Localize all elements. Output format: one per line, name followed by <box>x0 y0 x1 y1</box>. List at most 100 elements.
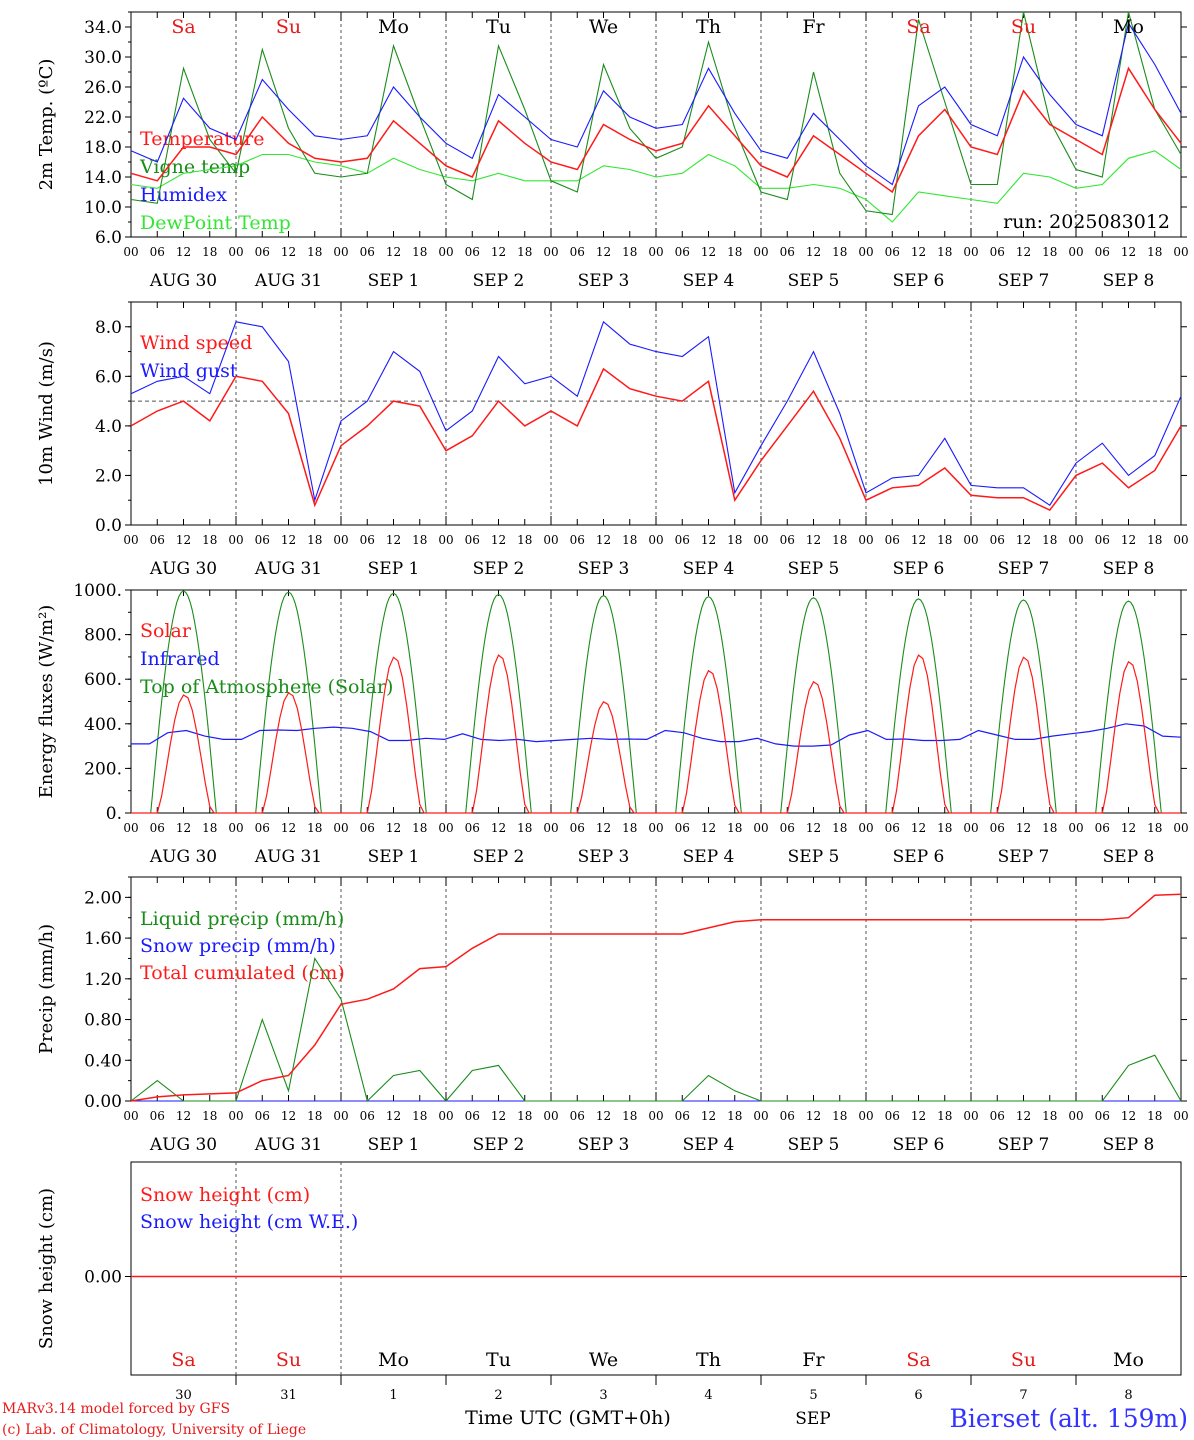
date-label: AUG 31 <box>254 559 322 579</box>
hour-label: 18 <box>1042 245 1057 259</box>
series-line-top-of-atmosphere <box>866 598 971 814</box>
weekday-label: Sa <box>906 16 930 38</box>
series-line-solar <box>131 694 236 814</box>
legend-entry: Humidex <box>140 184 227 206</box>
y-tick-label: 0.80 <box>84 1011 122 1031</box>
date-label: SEP 1 <box>368 559 420 579</box>
legend-entry: Wind speed <box>140 332 252 354</box>
hour-label: 18 <box>517 821 532 835</box>
date-label: SEP 3 <box>578 847 630 867</box>
hour-label: 06 <box>885 533 900 547</box>
weekday-label: Sa <box>171 1349 195 1371</box>
plot-frame <box>130 589 1182 814</box>
hour-label: 12 <box>1121 245 1136 259</box>
hour-label: 18 <box>202 1109 217 1123</box>
hour-label: 06 <box>255 533 270 547</box>
hour-label: 12 <box>176 533 191 547</box>
hour-label: 06 <box>360 1109 375 1123</box>
hour-label: 18 <box>307 245 322 259</box>
y-tick-label: 200. <box>84 759 122 779</box>
hour-label: 12 <box>1121 1109 1136 1123</box>
hour-label: 00 <box>1068 821 1083 835</box>
date-label: SEP 2 <box>473 1135 525 1155</box>
hour-label: 18 <box>202 821 217 835</box>
date-label: SEP 5 <box>788 1135 840 1155</box>
date-label: SEP 2 <box>473 847 525 867</box>
date-label: SEP 1 <box>368 847 420 867</box>
date-label: AUG 31 <box>254 271 322 291</box>
hour-label: 12 <box>281 821 296 835</box>
y-tick-label: 1.20 <box>84 970 122 990</box>
date-label: SEP 4 <box>683 1135 735 1155</box>
date-label: AUG 31 <box>254 847 322 867</box>
hour-label: 00 <box>543 533 558 547</box>
hour-label: 12 <box>701 821 716 835</box>
footer-credit-line: (c) Lab. of Climatology, University of L… <box>2 1422 306 1438</box>
date-label: AUG 30 <box>149 559 217 579</box>
hour-label: 18 <box>1147 821 1162 835</box>
hour-label: 18 <box>307 821 322 835</box>
date-label: SEP 6 <box>893 271 945 291</box>
date-label: SEP 2 <box>473 559 525 579</box>
hour-label: 18 <box>937 1109 952 1123</box>
hour-label: 00 <box>963 821 978 835</box>
hour-label: 00 <box>858 245 873 259</box>
day-number: 7 <box>1019 1388 1027 1403</box>
hour-label: 18 <box>307 533 322 547</box>
hour-label: 06 <box>255 1109 270 1123</box>
hour-label: 00 <box>1173 533 1188 547</box>
hour-label: 00 <box>753 821 768 835</box>
hour-label: 00 <box>438 821 453 835</box>
date-label: AUG 30 <box>149 847 217 867</box>
hour-label: 18 <box>937 821 952 835</box>
hour-label: 00 <box>753 533 768 547</box>
hour-label: 12 <box>806 533 821 547</box>
y-tick-label: 34.0 <box>84 18 122 38</box>
hour-label: 06 <box>780 245 795 259</box>
hour-label: 18 <box>622 1109 637 1123</box>
hour-label: 18 <box>1042 1109 1057 1123</box>
y-tick-label: 2.0 <box>95 466 122 486</box>
hour-label: 00 <box>438 1109 453 1123</box>
hour-label: 12 <box>1016 245 1031 259</box>
precip-panel: 00 06 12 18 00 06 12 18 00 06 12 18 00 06 12 18 00 06 12 18… <box>36 876 1189 1155</box>
day-number: 5 <box>809 1388 817 1403</box>
hour-label: 00 <box>858 533 873 547</box>
hour-label: 00 <box>123 821 138 835</box>
y-tick-label: 1000. <box>73 581 122 601</box>
y-tick-label: 600. <box>84 670 122 690</box>
hour-label: 12 <box>596 1109 611 1123</box>
hour-label: 00 <box>753 1109 768 1123</box>
hour-label: 00 <box>858 1109 873 1123</box>
weekday-label: Mo <box>378 1349 409 1371</box>
series-line-solar <box>1076 660 1181 814</box>
y-tick-label: 8.0 <box>95 318 122 338</box>
hour-label: 18 <box>1042 821 1057 835</box>
series-line-solar <box>656 669 761 814</box>
hour-label: 12 <box>176 821 191 835</box>
hour-label: 06 <box>675 245 690 259</box>
hour-label: 18 <box>727 821 742 835</box>
hour-label: 12 <box>1016 821 1031 835</box>
hour-label: 00 <box>438 245 453 259</box>
hour-label: 18 <box>412 1109 427 1123</box>
hour-label: 00 <box>333 245 348 259</box>
hour-label: 12 <box>281 1109 296 1123</box>
hour-label: 06 <box>465 1109 480 1123</box>
hour-label: 00 <box>648 245 663 259</box>
hour-label: 00 <box>228 821 243 835</box>
month-label: SEP <box>795 1409 831 1429</box>
hour-label: 06 <box>150 533 165 547</box>
hour-label: 06 <box>465 245 480 259</box>
hour-label: 18 <box>1147 1109 1162 1123</box>
hour-label: 06 <box>360 821 375 835</box>
hour-label: 06 <box>990 245 1005 259</box>
hour-label: 18 <box>937 533 952 547</box>
hour-label: 18 <box>832 1109 847 1123</box>
date-label: SEP 8 <box>1103 271 1155 291</box>
hour-label: 06 <box>675 1109 690 1123</box>
hour-label: 00 <box>543 1109 558 1123</box>
hour-label: 18 <box>202 245 217 259</box>
date-label: SEP 4 <box>683 847 735 867</box>
y-tick-label: 0.00 <box>84 1092 122 1112</box>
